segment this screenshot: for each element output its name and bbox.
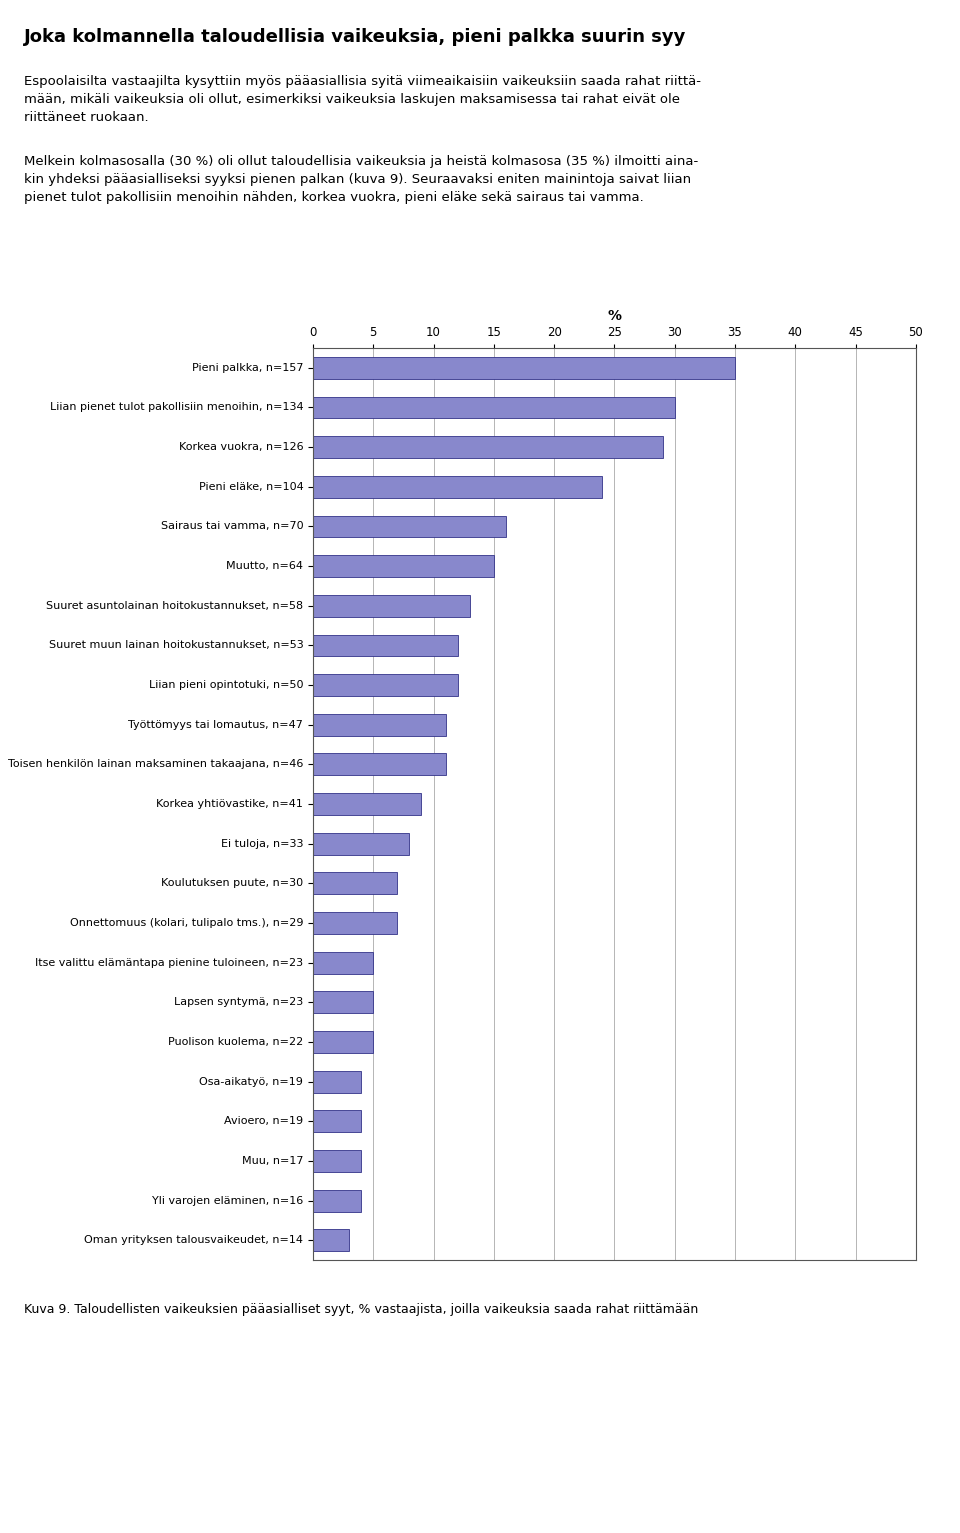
Bar [313,475,602,498]
Bar [313,515,506,538]
Bar [313,1150,361,1171]
Text: Sairaus tai vamma, n=70: Sairaus tai vamma, n=70 [160,521,303,532]
Bar [313,555,493,576]
Text: Oman yrityksen talousvaikeudet, n=14: Oman yrityksen talousvaikeudet, n=14 [84,1236,303,1245]
Text: Muu, n=17: Muu, n=17 [242,1156,303,1167]
Bar [313,357,735,379]
Text: Yli varojen eläminen, n=16: Yli varojen eläminen, n=16 [152,1196,303,1205]
Bar [313,714,445,736]
Text: Suuret muun lainan hoitokustannukset, n=53: Suuret muun lainan hoitokustannukset, n=… [49,641,303,650]
Text: Pieni palkka, n=157: Pieni palkka, n=157 [192,363,303,373]
Bar [313,437,662,458]
Bar [313,397,675,419]
Text: Muutto, n=64: Muutto, n=64 [227,561,303,572]
Bar [313,595,469,616]
Bar [313,675,458,696]
Text: Lapsen syntymä, n=23: Lapsen syntymä, n=23 [174,998,303,1007]
Text: Liian pienet tulot pakollisiin menoihin, n=134: Liian pienet tulot pakollisiin menoihin,… [50,403,303,412]
Bar [313,635,458,656]
Text: Melkein kolmasosalla (30 %) oli ollut taloudellisia vaikeuksia ja heistä kolmaso: Melkein kolmasosalla (30 %) oli ollut ta… [24,155,698,204]
Bar [313,1032,373,1053]
Text: Osa-aikatyö, n=19: Osa-aikatyö, n=19 [200,1076,303,1087]
Bar [313,1229,349,1251]
Text: Liian pieni opintotuki, n=50: Liian pieni opintotuki, n=50 [149,681,303,690]
Text: Korkea yhtiövastike, n=41: Korkea yhtiövastike, n=41 [156,799,303,809]
Text: Tietoisku 2/2009: Espoolaisten arjen ongelmat: Tietoisku 2/2009: Espoolaisten arjen ong… [274,1478,629,1493]
Bar [313,832,409,854]
Text: Avioero, n=19: Avioero, n=19 [225,1116,303,1127]
Text: Puolison kuolema, n=22: Puolison kuolema, n=22 [168,1036,303,1047]
Text: Onnettomuus (kolari, tulipalo tms.), n=29: Onnettomuus (kolari, tulipalo tms.), n=2… [70,918,303,927]
Text: Itse valittu elämäntapa pienine tuloineen, n=23: Itse valittu elämäntapa pienine tuloinee… [36,958,303,967]
Text: Toisen henkilön lainan maksaminen takaajana, n=46: Toisen henkilön lainan maksaminen takaaj… [8,759,303,770]
Text: Espoolaisilta vastaajilta kysyttiin myös pääasiallisia syitä viimeaikaisiin vaik: Espoolaisilta vastaajilta kysyttiin myös… [24,75,701,124]
Text: 15: 15 [897,1473,931,1498]
Bar [313,793,421,816]
Bar [313,872,397,894]
Bar [313,992,373,1013]
Text: Suuret asuntolainan hoitokustannukset, n=58: Suuret asuntolainan hoitokustannukset, n… [46,601,303,610]
Text: Joka kolmannella taloudellisia vaikeuksia, pieni palkka suurin syy: Joka kolmannella taloudellisia vaikeuksi… [24,28,686,46]
Bar [313,754,445,776]
Bar [313,912,397,934]
Text: Koulutuksen puute, n=30: Koulutuksen puute, n=30 [161,878,303,889]
X-axis label: %: % [608,310,621,323]
Bar [313,1190,361,1211]
Text: Ei tuloja, n=33: Ei tuloja, n=33 [221,839,303,849]
Bar [313,1070,361,1093]
Text: Korkea vuokra, n=126: Korkea vuokra, n=126 [179,442,303,452]
Text: Pieni eläke, n=104: Pieni eläke, n=104 [199,481,303,492]
Bar [313,1110,361,1133]
Bar [313,952,373,973]
Text: Työttömyys tai lomautus, n=47: Työttömyys tai lomautus, n=47 [129,719,303,730]
Text: Kuva 9. Taloudellisten vaikeuksien pääasialliset syyt, % vastaajista, joilla vai: Kuva 9. Taloudellisten vaikeuksien pääas… [24,1303,698,1315]
